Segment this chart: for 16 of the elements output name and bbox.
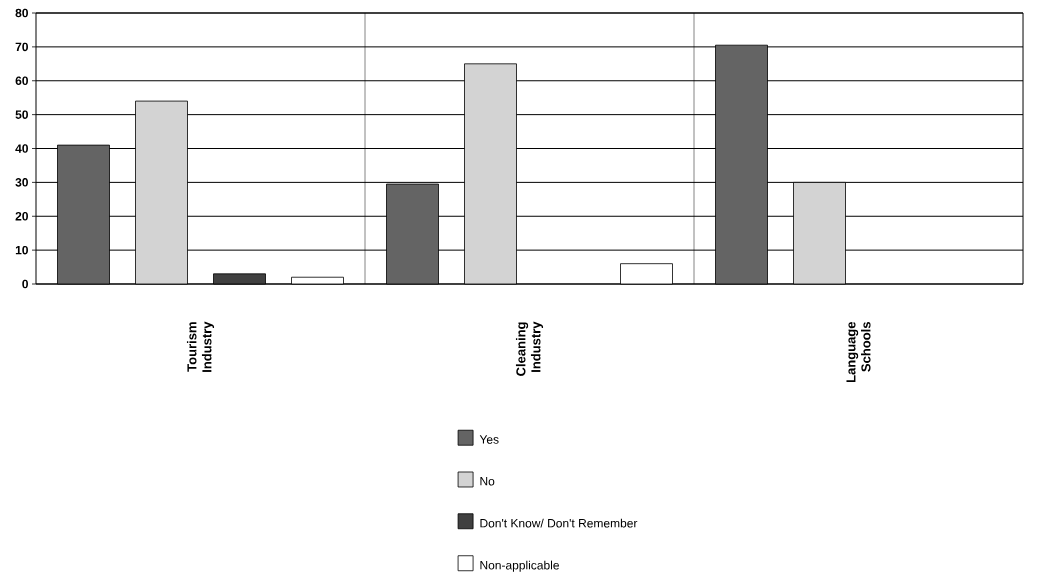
y-tick-label: 70	[15, 42, 28, 52]
legend-label: Yes	[479, 435, 499, 444]
legend-label: No	[480, 477, 495, 486]
x-tick-label: Tourism Industry	[186, 321, 215, 372]
y-tick-label: 50	[15, 110, 28, 119]
legend-label: Don't Know/ Don't Remember	[480, 518, 638, 528]
legend-label: Non-applicable	[480, 560, 559, 572]
y-tick-label: 10	[15, 245, 28, 255]
y-tick-label: 60	[15, 76, 28, 86]
y-tick-label: 40	[15, 144, 28, 153]
x-tick-label: Language Schools	[846, 321, 871, 383]
x-tick-label: Cleaning Industry	[515, 321, 544, 376]
y-tick-label: 80	[15, 8, 28, 18]
y-tick-label: 30	[15, 178, 28, 187]
y-tick-label: 20	[15, 212, 28, 221]
y-tick-label: 0	[22, 279, 28, 289]
